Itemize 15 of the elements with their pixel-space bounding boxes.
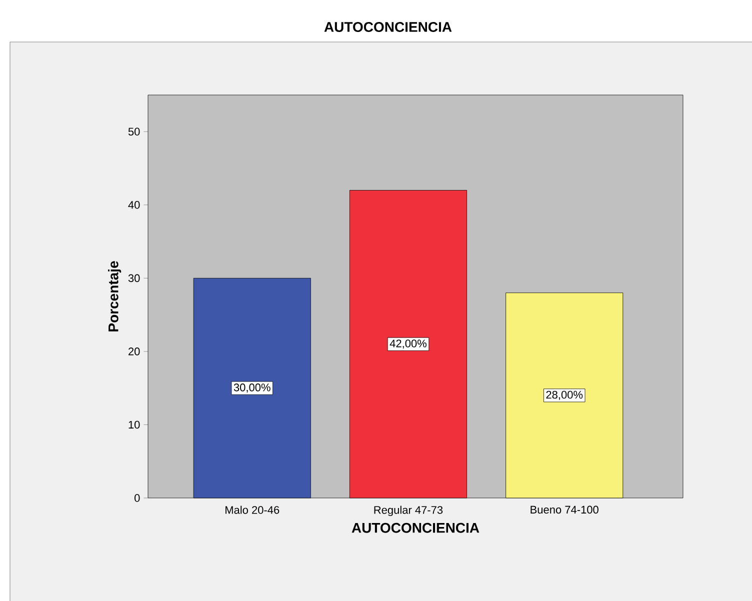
data-label: 28,00% — [546, 390, 583, 400]
y-tick-label: 0 — [134, 494, 140, 502]
y-tick-label: 40 — [128, 201, 140, 209]
y-tick-label: 10 — [128, 420, 140, 429]
y-tick-label: 20 — [128, 348, 140, 356]
x-tick-label: Malo 20-46 — [226, 506, 280, 514]
chart-title: AUTOCONCIENCIA — [324, 22, 452, 32]
data-label: 30,00% — [234, 384, 270, 393]
y-tick-label: 30 — [128, 274, 140, 282]
y-axis-title: Porcentaje — [108, 261, 122, 332]
x-tick-label: Bueno 74-100 — [530, 506, 598, 514]
x-axis-title: AUTOCONCIENCIA — [352, 522, 480, 533]
x-tick-label: Regular 47-73 — [374, 506, 443, 516]
y-tick-label: 50 — [128, 128, 140, 136]
data-label: 42,00% — [390, 340, 426, 349]
